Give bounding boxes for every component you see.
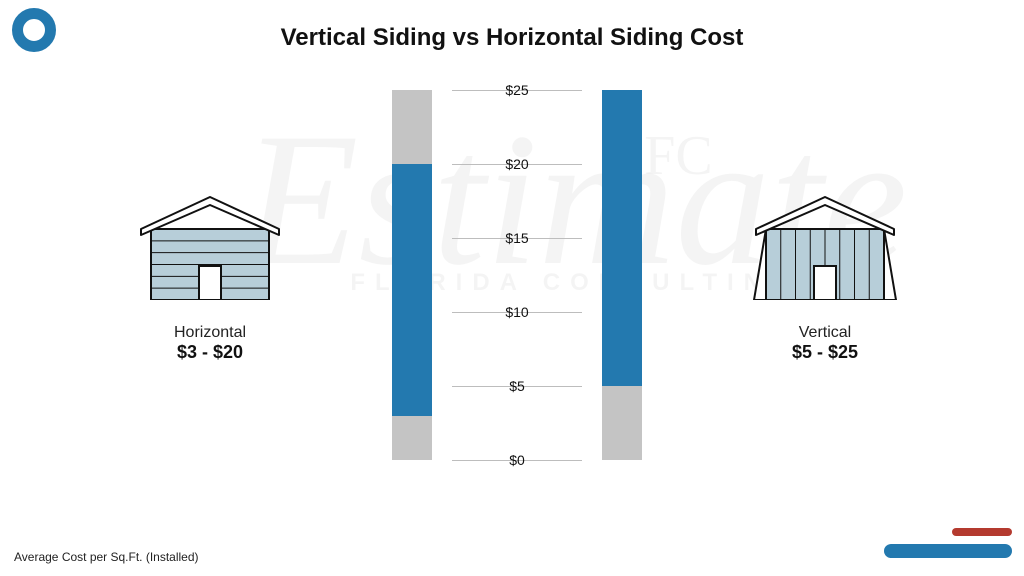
bar-horizontal <box>392 90 432 460</box>
house-horizontal-icon <box>100 195 320 300</box>
axis-tick-label: $10 <box>505 304 528 320</box>
page-title: Vertical Siding vs Horizontal Siding Cos… <box>0 24 1024 52</box>
axis-tick-label: $0 <box>509 452 525 468</box>
axis-tick-label: $20 <box>505 156 528 172</box>
axis-tick-label: $5 <box>509 378 525 394</box>
footnote: Average Cost per Sq.Ft. (Installed) <box>14 550 199 564</box>
range-horizontal: $3 - $20 <box>100 342 320 363</box>
range-vertical: $5 - $25 <box>715 342 935 363</box>
legend-swatch-accent-red <box>952 528 1012 536</box>
axis-tick-label: $25 <box>505 82 528 98</box>
legend-swatch-accent-blue <box>884 544 1012 558</box>
bar-vertical <box>602 90 642 460</box>
side-block-horizontal: Horizontal $3 - $20 <box>100 195 320 363</box>
legend <box>872 528 1012 564</box>
side-block-vertical: Vertical $5 - $25 <box>715 195 935 363</box>
infographic-canvas: Vertical Siding vs Horizontal Siding Cos… <box>0 0 1024 576</box>
house-vertical-icon <box>715 195 935 300</box>
label-vertical: Vertical <box>715 324 935 342</box>
label-horizontal: Horizontal <box>100 324 320 342</box>
bar-range <box>392 164 432 416</box>
bar-range <box>602 90 642 386</box>
cost-range-chart: $0$5$10$15$20$25 <box>392 90 642 460</box>
axis-tick-label: $15 <box>505 230 528 246</box>
